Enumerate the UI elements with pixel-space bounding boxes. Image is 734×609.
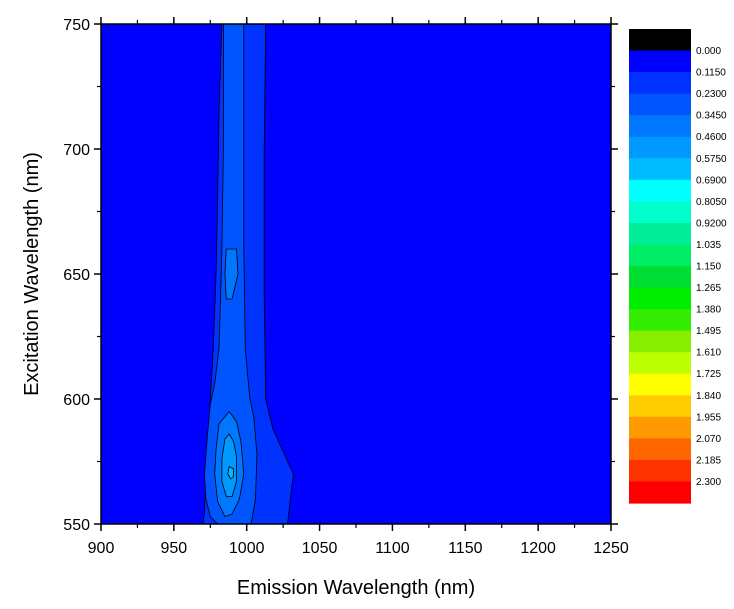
x-tick-label: 900 bbox=[88, 540, 115, 557]
colorbar-label: 1.840 bbox=[696, 391, 721, 402]
contour-layer bbox=[202, 24, 294, 524]
colorbar-band bbox=[629, 136, 691, 159]
colorbar-band bbox=[629, 201, 691, 224]
colorbar-label: 0.5750 bbox=[696, 154, 727, 165]
colorbar-band bbox=[629, 352, 691, 375]
x-axis: 900 950 1000 1050 1100 1150 1200 1250 bbox=[88, 17, 629, 557]
y-tick-label: 600 bbox=[63, 392, 90, 409]
colorbar-band bbox=[629, 72, 691, 95]
colorbar-label: 0.1150 bbox=[696, 68, 726, 79]
colorbar-label: 0.9200 bbox=[696, 218, 727, 229]
colorbar-band bbox=[629, 222, 691, 246]
x-tick-label: 1250 bbox=[593, 540, 629, 557]
colorbar-label: 0.3450 bbox=[696, 111, 727, 122]
colorbar-band bbox=[629, 395, 691, 418]
colorbar-band bbox=[629, 115, 691, 138]
colorbar-label: 1.610 bbox=[696, 348, 721, 359]
x-tick-label: 1000 bbox=[229, 540, 265, 557]
colorbar-band bbox=[629, 438, 691, 461]
colorbar-label: 2.300 bbox=[696, 477, 721, 488]
colorbar-band bbox=[629, 93, 691, 116]
y-axis: 550 600 650 700 750 bbox=[63, 17, 618, 534]
colorbar-label: 1.495 bbox=[696, 326, 721, 337]
colorbar-band bbox=[629, 266, 691, 289]
contour-region bbox=[224, 248, 239, 300]
y-tick-label: 550 bbox=[63, 517, 90, 534]
x-tick-label: 950 bbox=[161, 540, 188, 557]
colorbar-label: 1.265 bbox=[696, 283, 721, 294]
x-tick-label: 1150 bbox=[448, 540, 483, 557]
colorbar: 0.000 0.1150 0.2300 0.3450 0.4600 0.5750 0.690… bbox=[629, 29, 727, 504]
colorbar-band bbox=[629, 179, 691, 202]
colorbar-band bbox=[629, 50, 691, 73]
colorbar-band bbox=[629, 309, 691, 332]
colorbar-label: 0.8050 bbox=[696, 197, 727, 208]
colorbar-label: 1.725 bbox=[696, 369, 721, 380]
y-axis-title: Excitation Wavelength (nm) bbox=[21, 152, 43, 396]
colorbar-label: 1.150 bbox=[696, 262, 721, 273]
colorbar-band bbox=[629, 373, 691, 396]
colorbar-band bbox=[629, 287, 691, 310]
colorbar-band bbox=[629, 244, 691, 267]
contour-region bbox=[221, 433, 237, 497]
colorbar-label: 0.2300 bbox=[696, 89, 727, 100]
x-tick-label: 1100 bbox=[375, 540, 410, 557]
x-tick-label: 1050 bbox=[302, 540, 338, 557]
colorbar-band bbox=[629, 481, 691, 504]
colorbar-band bbox=[629, 416, 691, 439]
colorbar-label: 1.955 bbox=[696, 412, 721, 423]
contour-region bbox=[227, 466, 235, 480]
colorbar-label: 1.380 bbox=[696, 305, 721, 316]
colorbar-label: 0.4600 bbox=[696, 132, 727, 143]
plot-background bbox=[101, 24, 611, 524]
y-tick-label: 750 bbox=[63, 17, 90, 34]
colorbar-label: 2.185 bbox=[696, 455, 721, 466]
colorbar-label: 0.000 bbox=[696, 46, 721, 57]
colorbar-label: 1.035 bbox=[696, 240, 721, 251]
y-tick-label: 650 bbox=[63, 267, 90, 284]
colorbar-label: 0.6900 bbox=[696, 175, 727, 186]
colorbar-band bbox=[629, 158, 691, 181]
x-axis-title: Emission Wavelength (nm) bbox=[237, 577, 475, 599]
colorbar-band bbox=[629, 330, 691, 353]
colorbar-band bbox=[629, 459, 691, 483]
y-tick-label: 700 bbox=[63, 142, 90, 159]
colorbar-band bbox=[629, 29, 691, 52]
colorbar-label: 2.070 bbox=[696, 434, 721, 445]
x-tick-label: 1200 bbox=[520, 540, 556, 557]
